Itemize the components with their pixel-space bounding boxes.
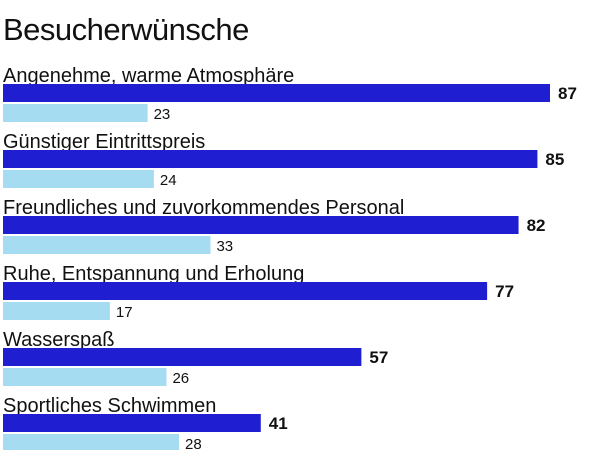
category-label: Angenehme, warme Atmosphäre	[3, 65, 294, 87]
data-label-light: 33	[216, 238, 233, 255]
bar-light	[3, 104, 148, 122]
category-label: Sportliches Schwimmen	[3, 395, 216, 417]
bar-dark	[3, 414, 261, 432]
data-label-light: 26	[172, 370, 189, 387]
data-label-dark: 87	[558, 84, 577, 103]
data-label-dark: 85	[545, 150, 564, 169]
bar-light	[3, 302, 110, 320]
data-label-light: 24	[160, 172, 177, 189]
chart-title: Besucherwünsche	[3, 12, 249, 47]
data-label-dark: 77	[495, 282, 514, 301]
bar-dark	[3, 150, 538, 168]
category-label: Wasserspaß	[3, 329, 115, 351]
bar-dark	[3, 216, 519, 234]
bar-dark	[3, 84, 550, 102]
bar-dark	[3, 348, 362, 366]
data-label-dark: 57	[369, 348, 388, 367]
data-label-light: 17	[116, 304, 133, 321]
data-label-dark: 41	[269, 414, 288, 433]
bar-light	[3, 236, 211, 254]
category-label: Ruhe, Entspannung und Erholung	[3, 263, 304, 285]
bar-light	[3, 434, 180, 450]
data-label-light: 23	[154, 106, 171, 123]
category-label: Freundliches und zuvorkommendes Personal	[3, 197, 404, 219]
bar-dark	[3, 282, 488, 300]
category-label: Günstiger Eintrittspreis	[3, 131, 205, 153]
data-label-light: 28	[185, 436, 202, 450]
data-label-dark: 82	[527, 216, 546, 235]
bar-light	[3, 170, 154, 188]
bar-light	[3, 368, 167, 386]
